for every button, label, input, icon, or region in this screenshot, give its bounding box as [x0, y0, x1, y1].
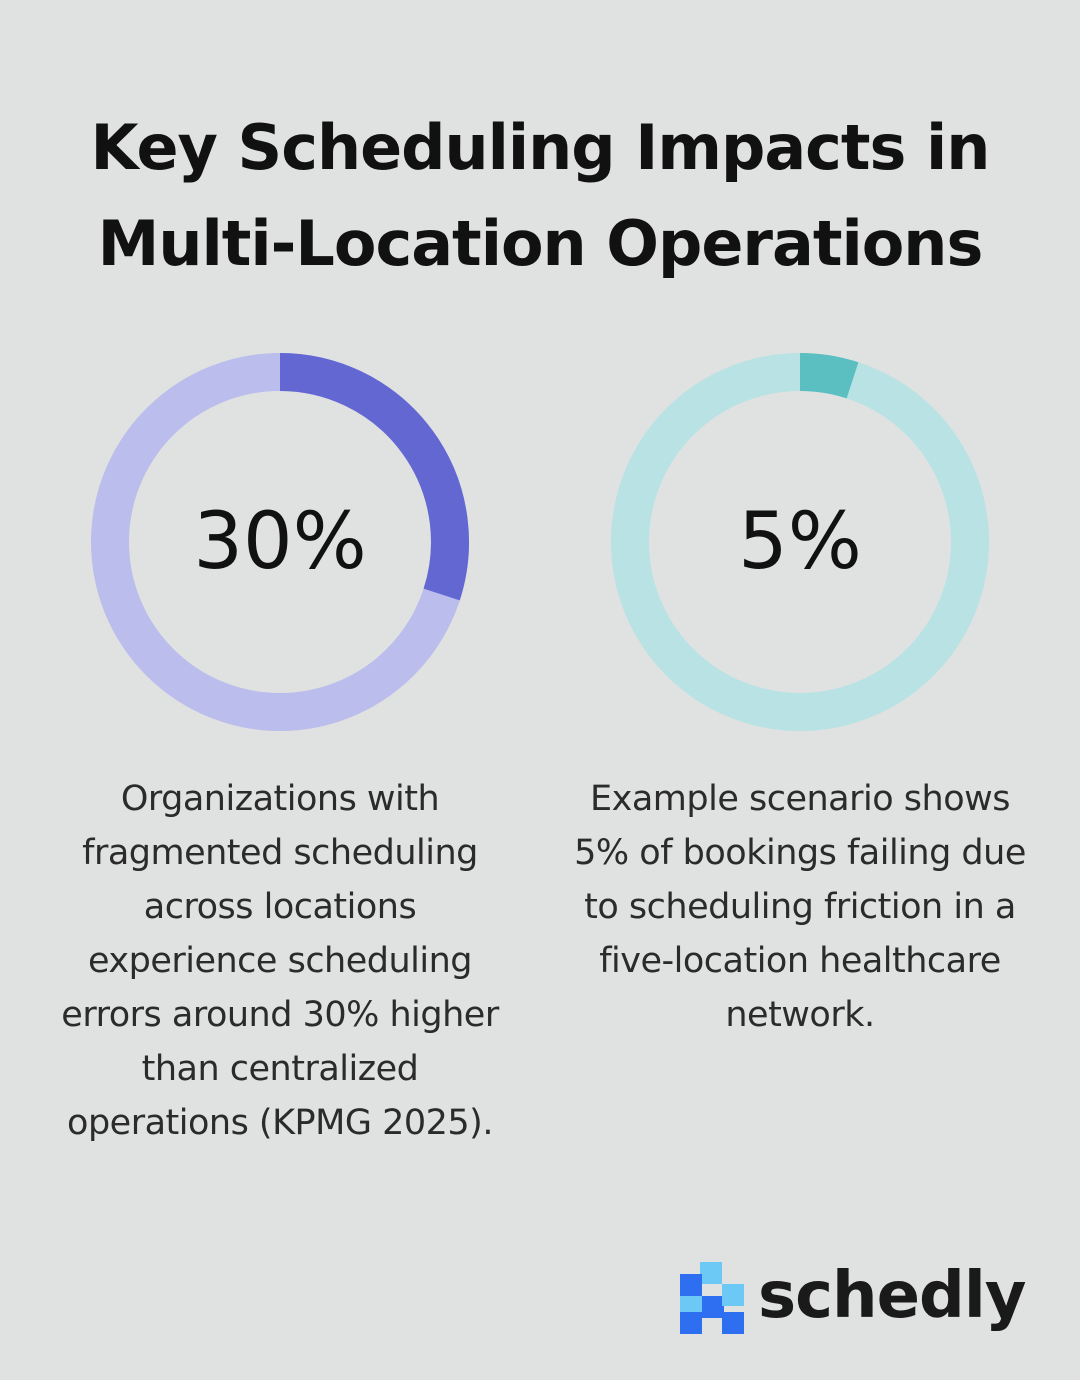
donut-chart-2: 5% — [610, 352, 990, 732]
donut-chart-2-value: 5% — [738, 497, 862, 587]
title-line-2: Multi-Location Operations — [97, 207, 984, 280]
description-line: than centralized — [141, 1049, 419, 1089]
logo-square-dark — [680, 1312, 702, 1334]
donut-chart-2-filled-arc — [799, 353, 859, 399]
logo-wordmark: schedly — [758, 1259, 1026, 1333]
description-line: operations (KPMG 2025). — [67, 1103, 493, 1143]
logo-square-light — [700, 1262, 722, 1284]
donut-chart-1-description: Organizations with fragmented scheduling… — [30, 772, 530, 1150]
description-line: across locations — [143, 887, 417, 927]
description-line: network. — [725, 995, 875, 1035]
description-line: Organizations with — [120, 779, 440, 819]
donut-chart-1-value: 30% — [193, 497, 367, 587]
logo-square-light — [722, 1284, 744, 1306]
donut-chart-1-svg — [91, 353, 469, 731]
page-title: Key Scheduling Impacts in Multi-Location… — [0, 100, 1080, 292]
logo-square-dark — [680, 1274, 702, 1296]
logo-square-dark — [722, 1312, 744, 1334]
description-line: five-location healthcare — [599, 941, 1001, 981]
description-line: Example scenario shows — [590, 779, 1010, 819]
logo-square-dark — [702, 1296, 724, 1318]
description-line: to scheduling friction in a — [584, 887, 1016, 927]
donut-chart-2-description: Example scenario shows 5% of bookings fa… — [550, 772, 1050, 1042]
description-line: 5% of bookings failing due — [574, 833, 1026, 873]
donut-chart-2-svg — [611, 353, 989, 731]
description-line: fragmented scheduling — [82, 833, 478, 873]
logo-mark-icon — [680, 1262, 744, 1334]
description-line: experience scheduling — [87, 941, 473, 981]
description-line: errors around 30% higher — [61, 995, 499, 1035]
schedly-logo: schedly — [680, 1259, 1050, 1338]
title-line-1: Key Scheduling Impacts in — [90, 111, 991, 184]
donut-chart-1-filled-arc — [279, 353, 469, 601]
donut-chart-1: 30% — [90, 352, 470, 732]
